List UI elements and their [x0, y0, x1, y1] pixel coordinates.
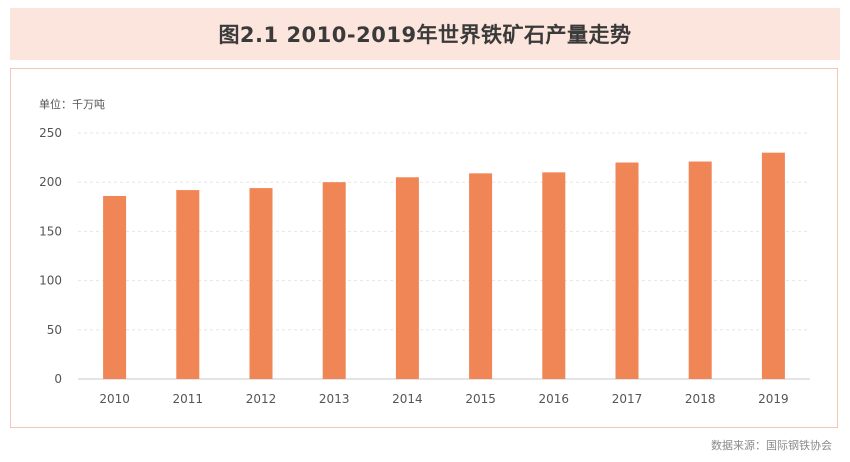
data-source: 数据来源：国际钢铁协会	[711, 439, 832, 452]
bar	[469, 173, 493, 379]
bar	[322, 182, 346, 379]
unit-label: 单位：千万吨	[39, 98, 105, 111]
y-tick-label: 250	[39, 126, 62, 140]
bar	[688, 161, 712, 379]
bar	[542, 172, 566, 379]
y-tick-label: 0	[54, 372, 62, 386]
bar	[249, 188, 273, 379]
y-tick-label: 150	[39, 224, 62, 238]
x-tick-label: 2010	[99, 392, 130, 406]
bar	[176, 190, 200, 379]
x-tick-label: 2012	[246, 392, 277, 406]
x-tick-label: 2018	[685, 392, 716, 406]
bar	[103, 195, 127, 379]
x-tick-label: 2015	[465, 392, 496, 406]
bar	[761, 152, 785, 379]
x-tick-label: 2014	[392, 392, 423, 406]
x-tick-label: 2016	[539, 392, 570, 406]
chart-title: 图2.1 2010-2019年世界铁矿石产量走势	[218, 23, 632, 47]
bar	[395, 177, 419, 379]
x-tick-label: 2011	[173, 392, 204, 406]
x-tick-label: 2017	[612, 392, 643, 406]
x-tick-label: 2013	[319, 392, 350, 406]
x-tick-label: 2019	[758, 392, 789, 406]
bar	[615, 162, 639, 379]
y-tick-label: 50	[47, 323, 62, 337]
title-banner: 图2.1 2010-2019年世界铁矿石产量走势	[10, 8, 840, 60]
y-tick-label: 100	[39, 274, 62, 288]
y-tick-label: 200	[39, 175, 62, 189]
